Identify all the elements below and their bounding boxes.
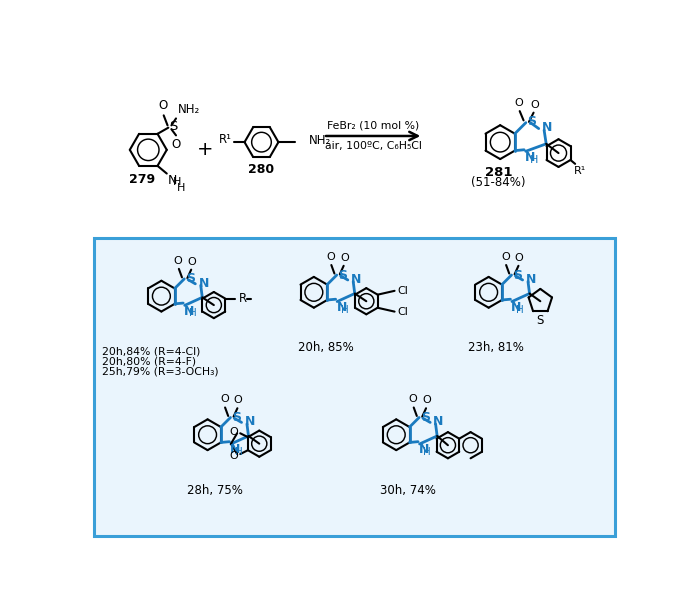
Text: O: O bbox=[220, 395, 228, 404]
Text: H: H bbox=[529, 155, 538, 165]
Text: 20h,80% (R=4-F): 20h,80% (R=4-F) bbox=[102, 356, 197, 367]
Text: H: H bbox=[341, 305, 349, 314]
Text: S: S bbox=[186, 273, 195, 285]
Text: H: H bbox=[173, 177, 181, 188]
Text: 28h, 75%: 28h, 75% bbox=[188, 484, 243, 497]
Text: R¹: R¹ bbox=[219, 134, 233, 146]
Text: O: O bbox=[501, 252, 510, 262]
Text: O: O bbox=[515, 98, 523, 108]
Text: O: O bbox=[530, 100, 538, 110]
Text: N: N bbox=[199, 277, 209, 290]
Text: S: S bbox=[527, 115, 536, 129]
Text: 20h, 85%: 20h, 85% bbox=[298, 341, 353, 354]
Text: N: N bbox=[245, 415, 255, 428]
Text: O: O bbox=[408, 395, 417, 404]
FancyBboxPatch shape bbox=[94, 237, 615, 537]
Text: N: N bbox=[419, 443, 429, 456]
Text: S: S bbox=[421, 411, 430, 424]
Text: Cl: Cl bbox=[398, 307, 408, 317]
Text: O: O bbox=[326, 252, 335, 262]
Text: R¹: R¹ bbox=[574, 166, 587, 176]
Text: 30h, 74%: 30h, 74% bbox=[380, 484, 436, 497]
Text: FeBr₂ (10 mol %): FeBr₂ (10 mol %) bbox=[327, 121, 419, 131]
Text: 279: 279 bbox=[129, 172, 155, 186]
Text: N: N bbox=[433, 415, 444, 428]
Text: N: N bbox=[167, 174, 177, 188]
Text: H: H bbox=[189, 308, 197, 319]
Text: O: O bbox=[422, 395, 431, 405]
Text: S: S bbox=[536, 314, 544, 327]
Text: O: O bbox=[158, 100, 167, 112]
Text: 281: 281 bbox=[485, 166, 512, 180]
Text: Cl: Cl bbox=[398, 286, 408, 296]
Text: NH₂: NH₂ bbox=[179, 103, 201, 116]
Text: N: N bbox=[336, 300, 347, 314]
Text: air, 100ºC, C₆H₅Cl: air, 100ºC, C₆H₅Cl bbox=[325, 141, 421, 151]
Text: H: H bbox=[176, 183, 185, 193]
Text: O: O bbox=[229, 427, 238, 437]
Text: S: S bbox=[232, 411, 241, 424]
Text: 25h,79% (R=3-OCH₃): 25h,79% (R=3-OCH₃) bbox=[102, 367, 219, 376]
Text: O: O bbox=[172, 138, 181, 151]
Text: N: N bbox=[511, 300, 522, 314]
Text: N: N bbox=[230, 443, 241, 456]
Text: H: H bbox=[235, 447, 242, 457]
Text: N: N bbox=[351, 273, 361, 286]
Text: 280: 280 bbox=[248, 163, 275, 177]
Text: O: O bbox=[229, 450, 238, 461]
Text: R: R bbox=[239, 292, 247, 305]
Text: S: S bbox=[169, 120, 177, 134]
Text: O: O bbox=[515, 253, 524, 263]
Text: 20h,84% (R=4-Cl): 20h,84% (R=4-Cl) bbox=[102, 347, 201, 356]
Text: S: S bbox=[338, 268, 347, 282]
Text: N: N bbox=[184, 305, 194, 317]
Text: NH₂: NH₂ bbox=[309, 134, 331, 147]
Text: +: + bbox=[197, 140, 214, 160]
Text: N: N bbox=[542, 121, 552, 134]
Text: O: O bbox=[174, 256, 183, 266]
Text: S: S bbox=[513, 268, 522, 282]
Text: H: H bbox=[424, 447, 431, 457]
Text: N: N bbox=[525, 151, 536, 164]
Text: N: N bbox=[526, 273, 536, 286]
Text: O: O bbox=[340, 253, 349, 263]
Text: O: O bbox=[188, 257, 197, 266]
Text: (51-84%): (51-84%) bbox=[471, 175, 526, 189]
Text: O: O bbox=[234, 395, 242, 405]
Text: H: H bbox=[516, 305, 524, 314]
Text: 23h, 81%: 23h, 81% bbox=[468, 341, 525, 354]
